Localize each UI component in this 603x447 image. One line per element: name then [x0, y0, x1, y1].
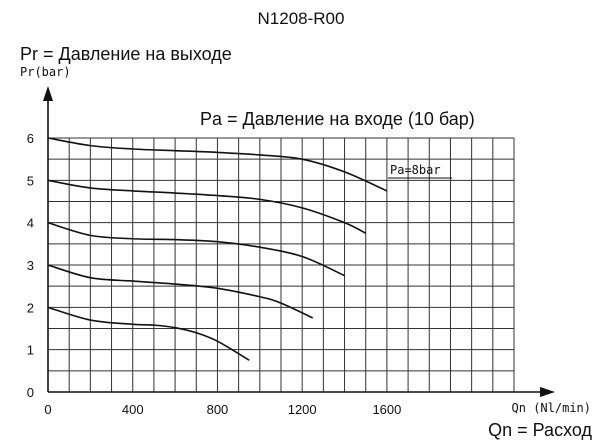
tick-labels: 0 400 800 1200 1600 0 1 2 3 4 5 6 [27, 131, 402, 417]
x-tick-label: 800 [207, 402, 229, 417]
x-axis-arrow-icon [540, 387, 555, 397]
y-tick-label: 0 [27, 385, 34, 400]
y-axis-arrow-icon [43, 86, 53, 101]
curve-5 [47, 306, 250, 361]
curve-3 [47, 221, 345, 277]
x-tick-label: 400 [122, 402, 144, 417]
curve-4 [47, 264, 314, 319]
y-tick-label: 4 [27, 216, 34, 231]
qn-caption: Qn = Расход [488, 420, 592, 440]
annotation-pa-8bar: Pa=8bar [390, 163, 441, 177]
x-tick-label: 1200 [288, 402, 317, 417]
chart-axes [43, 86, 555, 397]
chart-title: N1208-R00 [258, 9, 345, 28]
pr-caption: Pr = Давление на выходе [20, 44, 232, 64]
x-tick-label: 1600 [372, 402, 401, 417]
y-tick-label: 3 [27, 258, 34, 273]
y-axis-label: Pr(bar) [20, 65, 71, 79]
curve-1 [47, 137, 388, 192]
y-tick-label: 2 [27, 300, 34, 315]
y-tick-label: 1 [27, 343, 34, 358]
pa-caption: Pa = Давление на входе (10 бар) [200, 109, 475, 129]
chart-grid [48, 137, 515, 392]
curves [47, 137, 452, 361]
curve-2 [47, 179, 367, 234]
x-axis-label: Qn (Nl/min) [512, 401, 591, 415]
y-tick-label: 5 [27, 173, 34, 188]
y-tick-label: 6 [27, 131, 34, 146]
x-tick-label: 0 [44, 402, 51, 417]
